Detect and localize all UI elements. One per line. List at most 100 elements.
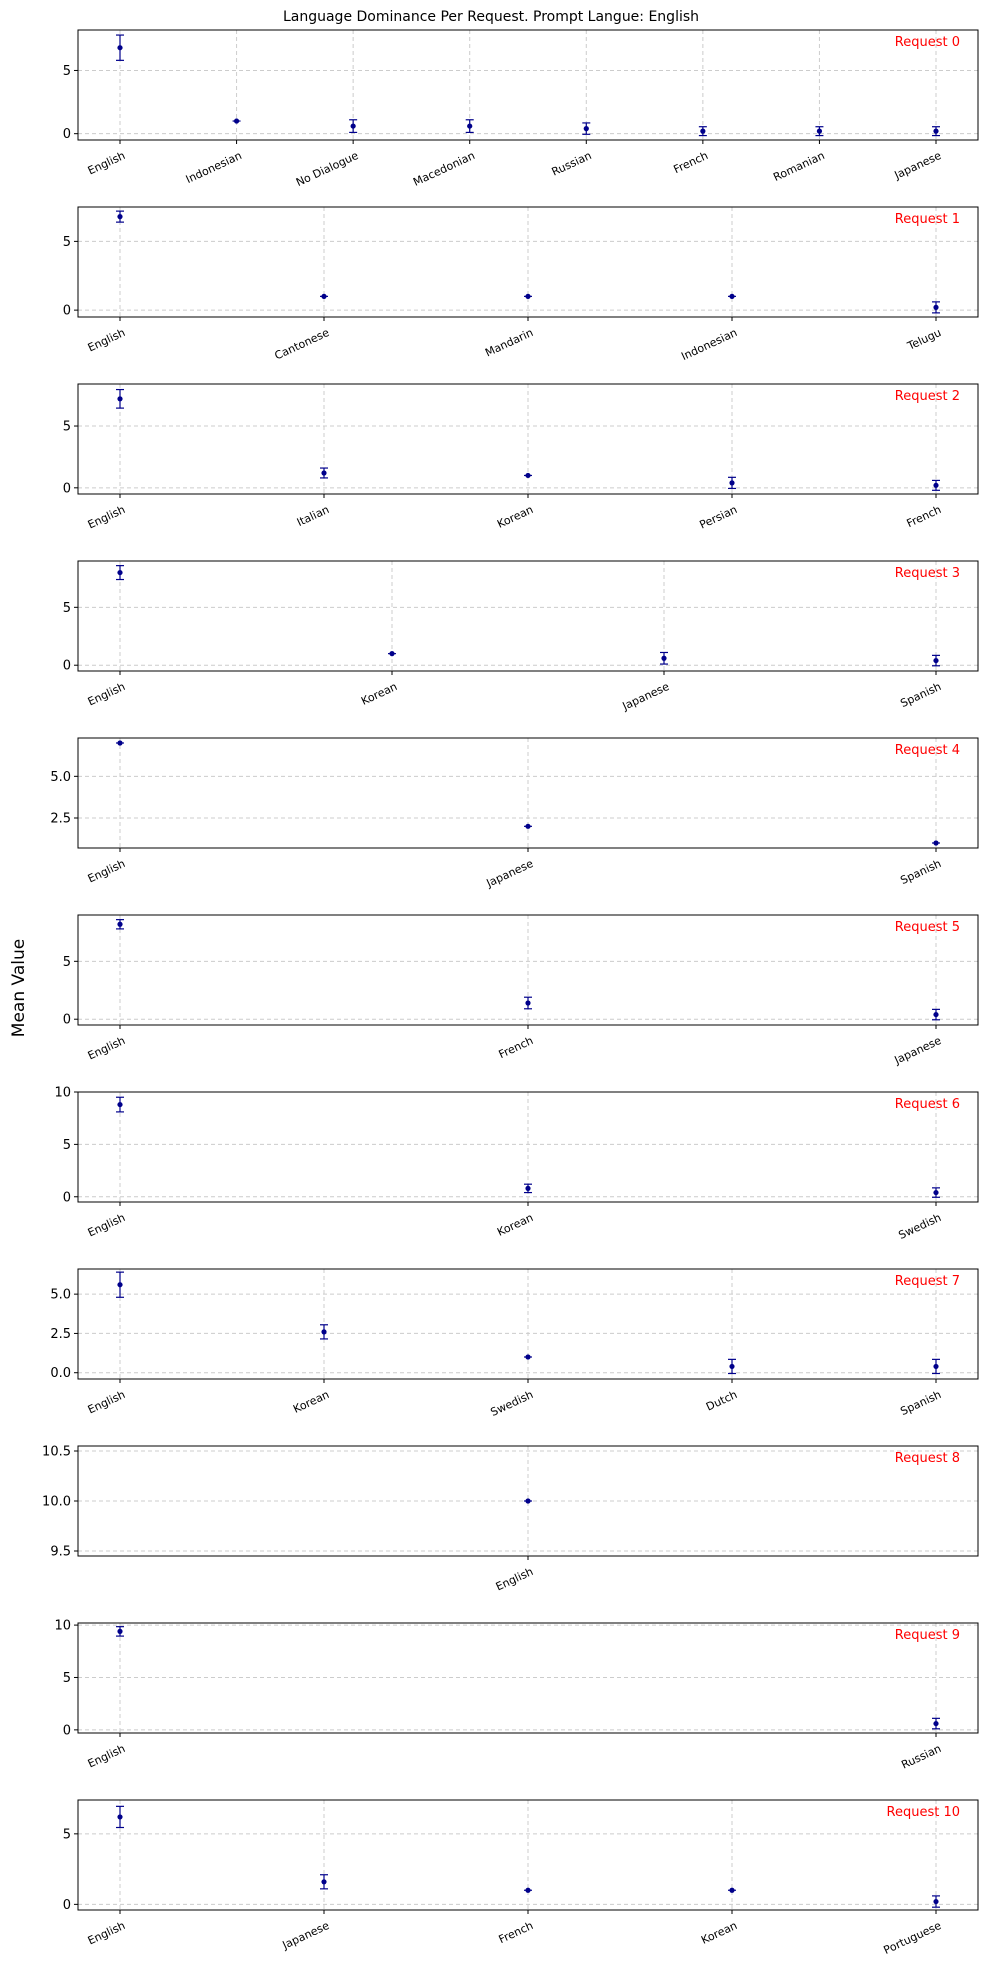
data-point <box>117 45 123 51</box>
y-tick-label: 0 <box>63 304 71 319</box>
panel-label: Request 9 <box>895 1628 960 1643</box>
data-point <box>233 118 240 124</box>
y-tick-label: 5.0 <box>50 1288 71 1303</box>
x-tick-label: English <box>86 503 128 532</box>
data-point <box>117 921 123 927</box>
data-point <box>389 651 395 657</box>
y-tick-label: 5 <box>63 1671 71 1686</box>
x-tick-label: French <box>497 1034 536 1061</box>
y-tick-label: 0 <box>63 1723 71 1738</box>
y-tick-label: 5 <box>63 64 71 79</box>
panel-label: Request 10 <box>887 1805 960 1820</box>
data-point <box>729 1887 735 1893</box>
y-tick-label: 2.5 <box>50 1327 71 1342</box>
y-tick-label: 5 <box>63 1138 71 1153</box>
x-tick-label: Korean <box>495 503 535 531</box>
x-tick-label: Japanese <box>892 1034 944 1067</box>
x-tick-label: Swedish <box>897 1211 944 1242</box>
data-point <box>525 472 531 479</box>
y-tick-label: 5 <box>63 420 71 435</box>
y-axis-label: Mean Value <box>9 939 29 1037</box>
x-tick-label: French <box>671 149 710 176</box>
data-point <box>350 123 356 129</box>
panel-3: 0 5 English Korean Japanese Spanish Request 3 <box>63 560 979 713</box>
data-point <box>117 1814 123 1820</box>
y-tick-label: 0.0 <box>50 1366 71 1381</box>
data-point <box>321 293 327 299</box>
x-tick-label: Spanish <box>898 680 943 710</box>
panel-10: 0 5 English Japanese French Korean Portuguese R… <box>63 1799 979 1957</box>
panel-6: 0 5 10 English Korean Swedish Request 6 <box>54 1086 979 1242</box>
data-point <box>321 1879 327 1885</box>
x-tick-label: Telugu <box>905 326 944 353</box>
data-point <box>933 304 939 310</box>
panel-frame <box>77 1445 979 1557</box>
data-point <box>117 1282 123 1288</box>
data-point <box>583 126 589 132</box>
y-tick-label: 10 <box>54 1086 71 1101</box>
x-tick-label: Macedonian <box>411 149 477 189</box>
panel-frame <box>77 1268 979 1380</box>
panel-frame <box>77 1622 979 1734</box>
panel-frame <box>77 29 979 141</box>
panel-4: 2.5 5.0 English Japanese Spanish Request 4 <box>50 737 979 890</box>
x-tick-label: English <box>86 326 128 355</box>
x-tick-label: Korean <box>495 1211 535 1239</box>
x-tick-label: Indonesian <box>184 149 244 186</box>
y-tick-label: 0 <box>63 1898 71 1913</box>
panel-label: Request 4 <box>895 743 960 758</box>
panel-label: Request 7 <box>895 1274 960 1289</box>
x-tick-label: English <box>86 1211 128 1240</box>
data-point <box>117 569 123 576</box>
y-tick-label: 10.0 <box>42 1495 71 1510</box>
x-tick-label: Cantonese <box>273 326 332 363</box>
data-point <box>117 1628 123 1634</box>
data-point <box>729 1363 735 1370</box>
x-tick-label: Swedish <box>489 1388 536 1419</box>
y-tick-label: 0 <box>63 659 71 674</box>
panel-frame <box>77 560 979 672</box>
panel-frame <box>77 1799 979 1911</box>
data-point <box>525 1185 531 1191</box>
data-point <box>117 740 123 746</box>
data-point <box>525 823 531 829</box>
y-tick-label: 0 <box>63 481 71 496</box>
x-tick-label: Russian <box>550 149 594 179</box>
y-tick-label: 0 <box>63 127 71 142</box>
data-point <box>117 1101 123 1108</box>
panel-frame <box>77 1091 979 1203</box>
y-tick-label: 5 <box>63 601 71 616</box>
x-tick-label: English <box>494 1565 536 1594</box>
data-point <box>661 655 667 661</box>
x-tick-label: English <box>86 1388 128 1417</box>
data-point <box>933 1011 939 1018</box>
x-tick-label: Portuguese <box>882 1919 944 1957</box>
x-tick-label: Japanese <box>484 857 536 890</box>
data-point <box>933 128 939 134</box>
data-point <box>729 293 735 299</box>
data-point <box>117 214 123 220</box>
panel-1: 0 5 English Cantonese Mandarin Indonesian Telu… <box>63 206 979 363</box>
figure-title: Language Dominance Per Request. Prompt L… <box>283 9 699 25</box>
x-tick-label: Korean <box>291 1388 331 1416</box>
x-tick-label: Korean <box>699 1919 739 1947</box>
x-tick-label: Russian <box>899 1742 943 1772</box>
x-tick-label: Japanese <box>892 149 944 182</box>
panel-label: Request 3 <box>895 566 960 581</box>
y-tick-label: 2.5 <box>50 812 71 827</box>
x-tick-label: English <box>86 857 128 886</box>
panel-frame <box>77 737 979 849</box>
data-point <box>933 482 939 488</box>
x-tick-label: English <box>86 149 128 178</box>
x-tick-label: Spanish <box>898 857 943 887</box>
data-point <box>321 470 327 476</box>
y-tick-label: 0 <box>63 1190 71 1205</box>
data-point <box>525 1354 531 1360</box>
x-tick-label: Indonesian <box>679 326 739 363</box>
data-point <box>933 1189 939 1196</box>
y-tick-label: 10.5 <box>42 1445 71 1460</box>
x-tick-label: Japanese <box>280 1919 332 1952</box>
panel-label: Request 5 <box>895 920 960 935</box>
y-tick-label: 0 <box>63 1013 71 1028</box>
